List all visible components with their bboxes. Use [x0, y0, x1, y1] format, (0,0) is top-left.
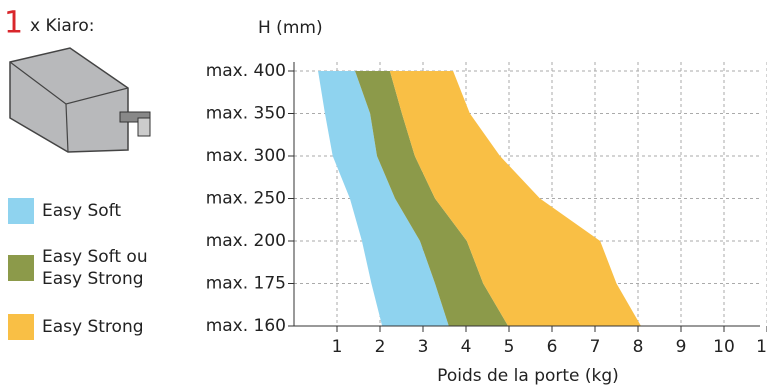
band-area [389, 71, 642, 326]
x-tick-label: 1 [332, 337, 343, 357]
band-area [355, 71, 509, 326]
legend-item: Easy Soft [8, 198, 167, 224]
legend-item: Easy Soft ou Easy Strong [8, 246, 167, 290]
x-tick-label: 9 [676, 337, 687, 357]
y-tick-label: max. 200 [206, 231, 286, 251]
y-axis-label: H (mm) [258, 18, 323, 38]
legend-label: Easy Strong [42, 317, 144, 337]
x-tick-label: 3 [418, 337, 429, 357]
device-illustration [9, 47, 151, 153]
x-tick-label: 6 [547, 337, 558, 357]
product-label: x Kiaro: [30, 16, 95, 36]
x-axis-label: Poids de la porte (kg) [437, 366, 619, 386]
x-tick-label: 4 [461, 337, 472, 357]
x-tick-label: 8 [633, 337, 644, 357]
x-tick-label: 11 [756, 337, 767, 357]
quantity: 1 [4, 6, 23, 41]
y-tick-label: max. 300 [206, 146, 286, 166]
legend-swatch [8, 255, 34, 281]
legend-item: Easy Strong [8, 314, 167, 340]
legend-label: Easy Soft ou Easy Strong [42, 247, 148, 289]
y-tick-label: max. 160 [206, 316, 286, 336]
legend-swatch [8, 314, 34, 340]
x-tick-label: 5 [504, 337, 515, 357]
x-tick-label: 7 [590, 337, 601, 357]
x-tick-label: 2 [375, 337, 386, 357]
areas [318, 71, 642, 326]
y-tick-label: max. 250 [206, 189, 286, 209]
x-tick-label: 10 [713, 337, 735, 357]
legend-label: Easy Soft [42, 201, 122, 221]
band-area [318, 71, 449, 326]
y-tick-label: max. 350 [206, 104, 286, 124]
legend-swatch [8, 198, 34, 224]
y-tick-label: max. 400 [206, 61, 286, 81]
y-tick-label: max. 175 [206, 274, 286, 294]
